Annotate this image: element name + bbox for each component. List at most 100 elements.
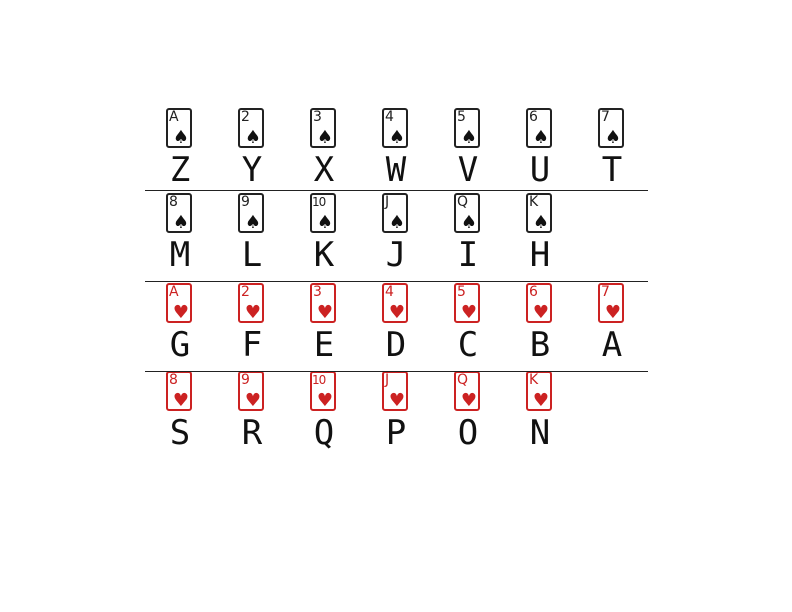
- spade-card: J ♠: [382, 193, 408, 233]
- card-rank: 7: [601, 109, 610, 125]
- card-rank: 4: [385, 109, 394, 125]
- row-divider: [145, 281, 648, 282]
- spade-icon: ♠: [388, 127, 405, 148]
- cipher-letter: J: [385, 235, 407, 275]
- heart-icon: ♥: [460, 390, 477, 411]
- heart-card: K ♥: [526, 371, 552, 411]
- spade-icon: ♠: [388, 212, 405, 233]
- heart-icon: ♥: [604, 302, 621, 323]
- heart-card: Q ♥: [454, 371, 480, 411]
- spade-card: 3 ♠: [310, 108, 336, 148]
- card-rank: 3: [313, 284, 322, 300]
- card-rank: 5: [457, 109, 466, 125]
- card-rank: 7: [601, 284, 610, 300]
- cipher-letter: I: [457, 235, 479, 275]
- heart-card: A ♥: [166, 283, 192, 323]
- spade-card: K ♠: [526, 193, 552, 233]
- cipher-letter: E: [313, 325, 335, 365]
- card-rank: A: [169, 284, 179, 300]
- cipher-letter: Q: [313, 413, 335, 453]
- heart-card: 4 ♥: [382, 283, 408, 323]
- heart-icon: ♥: [316, 302, 333, 323]
- spade-icon: ♠: [316, 212, 333, 233]
- cipher-letter: W: [385, 150, 407, 190]
- heart-card: 9 ♥: [238, 371, 264, 411]
- card-rank: 9: [241, 372, 250, 388]
- cipher-letter: T: [601, 150, 623, 190]
- cipher-letter: V: [457, 150, 479, 190]
- card-rank: Q: [457, 194, 469, 210]
- heart-card: 6 ♥: [526, 283, 552, 323]
- cipher-letter: P: [385, 413, 407, 453]
- spade-card: 10 ♠: [310, 193, 336, 233]
- card-rank: 2: [241, 284, 250, 300]
- spade-card: 8 ♠: [166, 193, 192, 233]
- cipher-letter: S: [169, 413, 191, 453]
- spade-card: A ♠: [166, 108, 192, 148]
- heart-card: J ♥: [382, 371, 408, 411]
- heart-card: 5 ♥: [454, 283, 480, 323]
- cipher-letter: M: [169, 235, 191, 275]
- heart-icon: ♥: [532, 390, 549, 411]
- row-divider: [145, 371, 648, 372]
- card-rank: J: [385, 194, 390, 210]
- card-rank: 3: [313, 109, 322, 125]
- card-rank: 8: [169, 372, 178, 388]
- spade-icon: ♠: [532, 127, 549, 148]
- spade-icon: ♠: [244, 127, 261, 148]
- cipher-letter: Z: [169, 150, 191, 190]
- card-rank: 8: [169, 194, 178, 210]
- row-divider: [145, 190, 648, 191]
- spade-card: 4 ♠: [382, 108, 408, 148]
- spade-icon: ♠: [172, 127, 189, 148]
- card-rank: A: [169, 109, 179, 125]
- cipher-letter: F: [241, 325, 263, 365]
- cipher-letter: X: [313, 150, 335, 190]
- card-rank: 10: [312, 373, 326, 387]
- heart-icon: ♥: [388, 390, 405, 411]
- heart-card: 7 ♥: [598, 283, 624, 323]
- cipher-letter: G: [169, 325, 191, 365]
- cipher-letter: N: [529, 413, 551, 453]
- spade-card: 9 ♠: [238, 193, 264, 233]
- cipher-letter: B: [529, 325, 551, 365]
- spade-icon: ♠: [316, 127, 333, 148]
- card-rank: K: [529, 372, 539, 388]
- cipher-letter: O: [457, 413, 479, 453]
- heart-icon: ♥: [244, 302, 261, 323]
- heart-icon: ♥: [172, 390, 189, 411]
- cipher-letter: L: [241, 235, 263, 275]
- spade-icon: ♠: [604, 127, 621, 148]
- spade-icon: ♠: [244, 212, 261, 233]
- spade-card: 2 ♠: [238, 108, 264, 148]
- card-rank: 9: [241, 194, 250, 210]
- card-rank: 6: [529, 109, 538, 125]
- heart-card: 8 ♥: [166, 371, 192, 411]
- card-rank: 6: [529, 284, 538, 300]
- card-rank: 5: [457, 284, 466, 300]
- heart-card: 2 ♥: [238, 283, 264, 323]
- heart-icon: ♥: [532, 302, 549, 323]
- card-rank: 2: [241, 109, 250, 125]
- spade-card: 6 ♠: [526, 108, 552, 148]
- heart-icon: ♥: [172, 302, 189, 323]
- spade-card: 5 ♠: [454, 108, 480, 148]
- card-rank: Q: [457, 372, 469, 388]
- cipher-letter: Y: [241, 150, 263, 190]
- cipher-letter: C: [457, 325, 479, 365]
- spade-card: Q ♠: [454, 193, 480, 233]
- card-rank: J: [385, 372, 390, 388]
- spade-card: 7 ♠: [598, 108, 624, 148]
- spade-icon: ♠: [460, 127, 477, 148]
- card-rank: 10: [312, 195, 326, 209]
- spade-icon: ♠: [460, 212, 477, 233]
- cipher-letter: D: [385, 325, 407, 365]
- cipher-letter: R: [241, 413, 263, 453]
- card-rank: 4: [385, 284, 394, 300]
- spade-icon: ♠: [172, 212, 189, 233]
- cipher-letter: K: [313, 235, 335, 275]
- heart-card: 3 ♥: [310, 283, 336, 323]
- heart-card: 10 ♥: [310, 371, 336, 411]
- cipher-letter: U: [529, 150, 551, 190]
